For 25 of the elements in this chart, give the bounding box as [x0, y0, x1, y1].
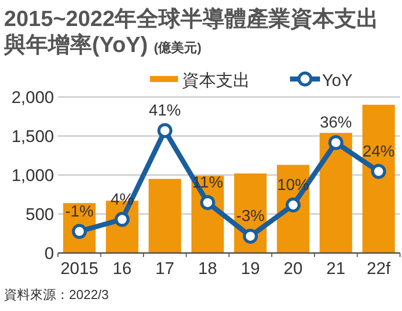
xtick: 22f [366, 259, 390, 278]
annotation: 資料來源：2022/3 [4, 287, 109, 302]
xtick: 19 [240, 259, 260, 278]
xtick: 18 [198, 259, 218, 278]
data-label: 36% [320, 114, 352, 132]
data-label: 4% [110, 191, 134, 208]
title: 2015~2022年全球半導體產業資本支出 [4, 6, 379, 31]
xtick: 21 [326, 259, 346, 278]
ylabel: (億美元) [154, 40, 202, 55]
title: 與年增率(YoY) [4, 32, 148, 57]
data-label: -1% [65, 203, 94, 220]
xtick: 16 [112, 259, 132, 278]
xtick: 17 [155, 259, 174, 278]
xtick: 20 [284, 259, 303, 278]
data-label: 24% [362, 143, 395, 160]
ytick: 0 [44, 244, 54, 263]
ytick: 2,000 [11, 88, 54, 107]
legend: 資本支出 [182, 71, 250, 90]
legend: YoY [322, 71, 353, 90]
ytick: 1,500 [11, 127, 54, 146]
ytick: 500 [26, 205, 54, 224]
xtick: 2015 [60, 259, 98, 278]
ytick: 1,000 [11, 166, 54, 185]
data-label: -3% [236, 208, 265, 226]
data-label: 41% [148, 102, 181, 120]
